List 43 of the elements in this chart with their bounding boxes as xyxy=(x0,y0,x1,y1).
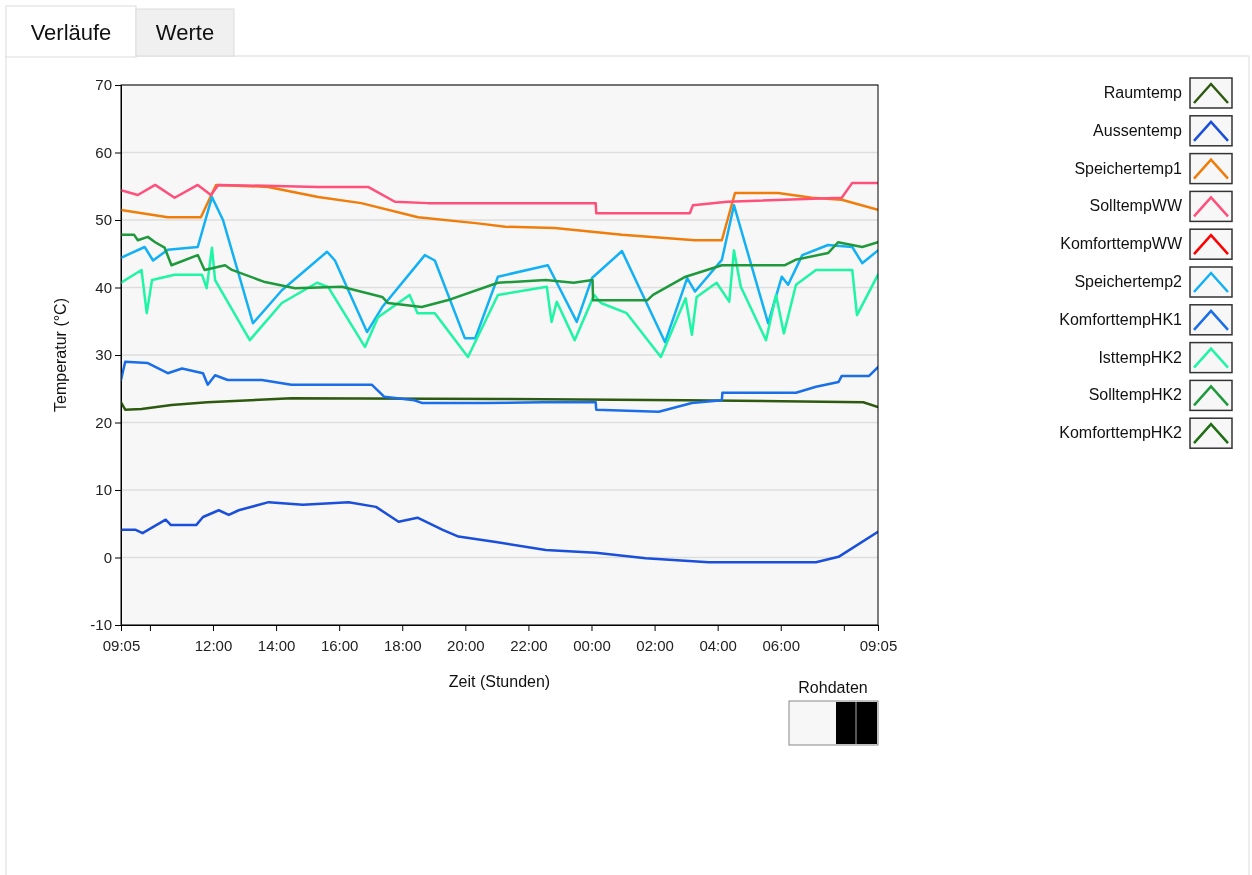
x-tick-label: 02:00 xyxy=(636,636,674,654)
x-axis-title: Zeit (Stunden) xyxy=(448,673,551,690)
line-series xyxy=(121,396,878,411)
line-series xyxy=(121,360,878,413)
legend-label: Speichertemp2 xyxy=(1074,273,1183,290)
tab: Werte xyxy=(135,8,235,57)
legend-label: IsttempHK2 xyxy=(1098,348,1183,366)
y-tick-label: 30 xyxy=(95,346,112,364)
x-tick-label: 06:00 xyxy=(762,636,801,654)
legend-label: SolltempHK2 xyxy=(1088,386,1183,404)
y-tick-label: 70 xyxy=(95,76,112,94)
y-axis-title: Temperatur (°C) xyxy=(52,298,69,412)
x-tick-label: 04:00 xyxy=(699,636,737,654)
legend-label: Raumtemp xyxy=(1103,84,1183,101)
legend-label: KomforttempWW xyxy=(1060,235,1183,253)
x-tick-label: 14:00 xyxy=(257,636,296,654)
line-series xyxy=(121,233,878,309)
x-tick-label: 20:00 xyxy=(447,636,485,654)
y-tick-label: 50 xyxy=(95,211,112,229)
line-series xyxy=(121,181,878,215)
active-tab: Verläufe xyxy=(5,5,137,58)
x-tick-label: 12:00 xyxy=(194,636,233,654)
x-tick-label: 09:05 xyxy=(859,636,898,654)
y-tick-label: 40 xyxy=(95,278,112,296)
y-tick-label: -10 xyxy=(90,616,112,634)
y-tick-label: 60 xyxy=(95,143,112,161)
y-tick-label: 10 xyxy=(95,481,112,499)
x-tick-label: 16:00 xyxy=(320,636,359,654)
legend-label: SolltempWW xyxy=(1089,197,1183,215)
x-tick-label: 22:00 xyxy=(510,636,548,654)
text: Rohdaten xyxy=(798,679,868,696)
legend-label: KomforttempHK2 xyxy=(1059,424,1183,442)
x-tick-label: 09:05 xyxy=(102,636,141,654)
line-series xyxy=(121,195,878,344)
x-tick-label: 00:00 xyxy=(573,636,611,654)
line-series xyxy=(121,500,878,564)
y-tick-label: 20 xyxy=(95,413,112,431)
legend-label: KomforttempHK1 xyxy=(1059,310,1183,328)
x-tick-label: 18:00 xyxy=(383,636,422,654)
line-series xyxy=(121,246,878,359)
legend-label: Speichertemp1 xyxy=(1074,159,1183,177)
y-tick-label: 0 xyxy=(103,548,112,566)
legend-label: Aussentemp xyxy=(1093,121,1183,139)
